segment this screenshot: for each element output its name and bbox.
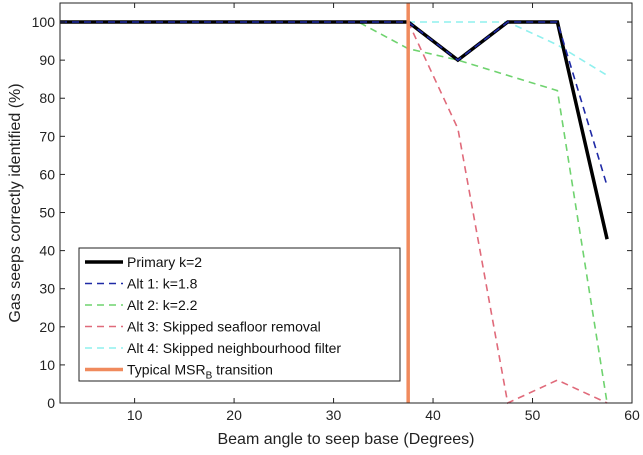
y-tick-label: 10 <box>39 357 55 373</box>
y-tick-label: 40 <box>39 243 55 259</box>
series-line-alt-1 <box>60 21 608 187</box>
y-tick-label: 70 <box>39 128 55 144</box>
series-line-alt-2 <box>60 21 608 404</box>
legend-label-1: Alt 1: k=1.8 <box>127 276 198 292</box>
x-tick-label: 50 <box>525 407 541 423</box>
x-tick-label: 30 <box>326 407 342 423</box>
legend-label-4: Alt 4: Skipped neighbourhood filter <box>127 340 341 356</box>
x-axis-label: Beam angle to seep base (Degrees) <box>217 431 474 448</box>
x-tick-label: 10 <box>127 407 143 423</box>
y-tick-label: 90 <box>39 52 55 68</box>
y-tick-label: 60 <box>39 166 55 182</box>
y-tick-label: 80 <box>39 90 55 106</box>
y-tick-label: 20 <box>39 319 55 335</box>
legend-label-transition: Typical MSRB transition <box>127 362 273 382</box>
legend-label-0: Primary k=2 <box>127 254 202 270</box>
y-tick-label: 0 <box>47 395 55 411</box>
legend-label-2: Alt 2: k=2.2 <box>127 297 198 313</box>
x-tick-label: 60 <box>624 407 640 423</box>
plot-frame <box>59 2 633 404</box>
y-tick-label: 100 <box>32 14 56 30</box>
legend-box <box>78 247 401 382</box>
y-axis-label: Gas seeps correctly identified (%) <box>7 83 24 322</box>
x-tick-label: 40 <box>425 407 441 423</box>
legend-label-3: Alt 3: Skipped seafloor removal <box>127 319 321 335</box>
y-tick-label: 30 <box>39 281 55 297</box>
y-tick-label: 50 <box>39 205 55 221</box>
x-tick-label: 20 <box>226 407 242 423</box>
